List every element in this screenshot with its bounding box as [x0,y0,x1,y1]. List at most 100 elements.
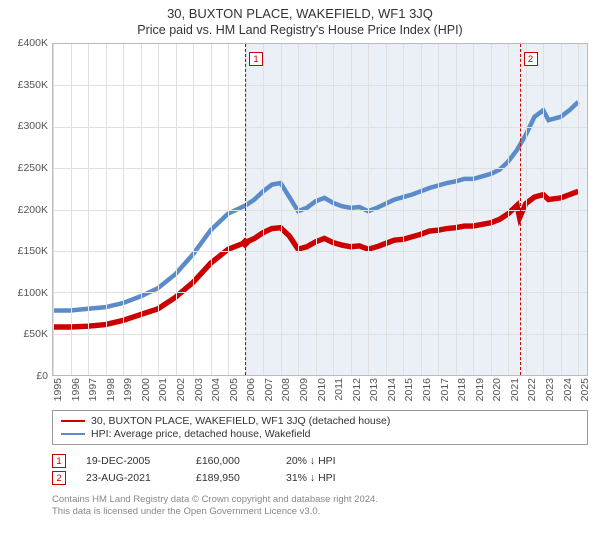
event-row: 223-AUG-2021£189,95031% ↓ HPI [52,471,588,485]
gridline-v [386,44,387,375]
gridline-h [53,251,587,252]
footer-line: This data is licensed under the Open Gov… [52,506,588,518]
page-subtitle: Price paid vs. HM Land Registry's House … [12,23,588,37]
x-tick-label: 2004 [210,378,222,401]
event-price: £160,000 [196,455,266,467]
legend-item: 30, BUXTON PLACE, WAKEFIELD, WF1 3JQ (de… [61,415,579,427]
x-tick-label: 2009 [298,378,310,401]
gridline-v [316,44,317,375]
x-tick-label: 1996 [70,378,82,401]
gridline-v [438,44,439,375]
x-tick-label: 2021 [509,378,521,401]
footer: Contains HM Land Registry data © Crown c… [52,494,588,519]
x-tick-label: 1999 [122,378,134,401]
x-tick-label: 2017 [439,378,451,401]
marker-line [520,44,521,375]
gridline-h [53,334,587,335]
gridline-v [71,44,72,375]
x-tick-label: 2007 [263,378,275,401]
x-tick-label: 2001 [157,378,169,401]
legend-swatch [61,433,85,435]
y-tick-label: £350K [18,79,48,91]
gridline-v [333,44,334,375]
gridline-v [473,44,474,375]
x-tick-label: 2020 [491,378,503,401]
x-tick-label: 2014 [386,378,398,401]
event-date: 19-DEC-2005 [86,455,176,467]
x-tick-label: 2010 [316,378,328,401]
gridline-v [281,44,282,375]
x-tick-label: 2019 [474,378,486,401]
gridline-v [403,44,404,375]
marker-line [245,44,246,375]
gridline-h [53,168,587,169]
page-title: 30, BUXTON PLACE, WAKEFIELD, WF1 3JQ [12,6,588,21]
legend: 30, BUXTON PLACE, WAKEFIELD, WF1 3JQ (de… [52,410,588,445]
x-tick-label: 2012 [351,378,363,401]
chart: £0£50K£100K£150K£200K£250K£300K£350K£400… [12,43,588,408]
gridline-v [456,44,457,375]
y-axis: £0£50K£100K£150K£200K£250K£300K£350K£400… [12,43,52,376]
gridline-v [561,44,562,375]
x-tick-label: 2023 [544,378,556,401]
gridline-h [53,85,587,86]
legend-label: 30, BUXTON PLACE, WAKEFIELD, WF1 3JQ (de… [91,415,390,427]
y-tick-label: £50K [23,328,48,340]
gridline-v [88,44,89,375]
gridline-v [578,44,579,375]
x-tick-label: 2011 [333,378,345,401]
gridline-h [53,210,587,211]
gridline-v [298,44,299,375]
y-tick-label: £200K [18,204,48,216]
y-tick-label: £250K [18,162,48,174]
x-tick-label: 2022 [526,378,538,401]
gridline-v [543,44,544,375]
x-tick-label: 2013 [368,378,380,401]
gridline-v [123,44,124,375]
gridline-h [53,292,587,293]
gridline-v [158,44,159,375]
x-tick-label: 2005 [228,378,240,401]
x-tick-label: 2000 [140,378,152,401]
x-tick-label: 2003 [193,378,205,401]
gridline-v [263,44,264,375]
gridline-v [53,44,54,375]
legend-swatch [61,420,85,422]
footer-line: Contains HM Land Registry data © Crown c… [52,494,588,506]
gridline-v [141,44,142,375]
gridline-h [53,127,587,128]
gridline-v [228,44,229,375]
x-tick-label: 2002 [175,378,187,401]
x-tick-label: 2025 [579,378,591,401]
gridline-v [368,44,369,375]
gridline-v [351,44,352,375]
x-tick-label: 2008 [280,378,292,401]
x-axis: 1995 1996 1997 1998 1999 2000 2001 2002 2003 2004… [52,376,588,408]
gridline-v [508,44,509,375]
y-tick-label: £100K [18,287,48,299]
events-table: 119-DEC-2005£160,00020% ↓ HPI223-AUG-202… [52,451,588,488]
event-price: £189,950 [196,472,266,484]
gridline-v [526,44,527,375]
legend-item: HPI: Average price, detached house, Wake… [61,428,579,440]
event-index-badge: 1 [52,454,66,468]
x-tick-label: 1997 [87,378,99,401]
x-tick-label: 1998 [105,378,117,401]
x-tick-label: 2024 [562,378,574,401]
gridline-v [491,44,492,375]
y-tick-label: £400K [18,37,48,49]
gridline-v [193,44,194,375]
plot-area: 12 [52,43,588,376]
legend-label: HPI: Average price, detached house, Wake… [91,428,310,440]
x-tick-label: 2006 [245,378,257,401]
y-tick-label: £300K [18,120,48,132]
gridline-v [106,44,107,375]
event-date: 23-AUG-2021 [86,472,176,484]
gridline-v [421,44,422,375]
x-tick-label: 2018 [456,378,468,401]
event-row: 119-DEC-2005£160,00020% ↓ HPI [52,454,588,468]
gridline-v [176,44,177,375]
x-tick-label: 1995 [52,378,64,401]
y-tick-label: £0 [36,370,48,382]
marker-badge: 2 [524,52,538,66]
